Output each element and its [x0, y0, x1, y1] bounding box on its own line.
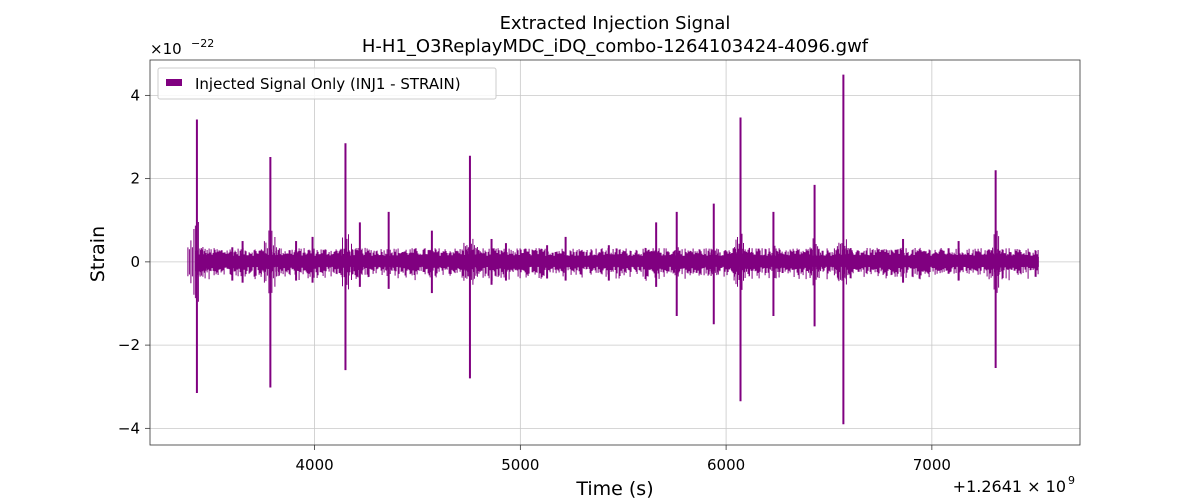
x-tick-label: 4000: [296, 456, 334, 474]
plot-frame: [149, 59, 1081, 446]
injection-ringdown: [893, 257, 919, 267]
y-tick-label: −4: [118, 419, 140, 437]
injection-ringdown: [422, 254, 448, 270]
injection-ringdown: [187, 222, 213, 302]
y-scale-factor: ×10 −22: [150, 37, 214, 58]
series-injected-signal: [187, 74, 1039, 425]
x-offset-exponent: 9: [1068, 474, 1075, 487]
x-offset-label: +1.2641 × 10: [953, 477, 1066, 496]
legend-box: [157, 67, 497, 100]
x-tick-label: 7000: [913, 456, 951, 474]
y-tick-label: 0: [130, 253, 140, 271]
y-scale-label: ×10: [150, 40, 182, 58]
injection-ringdown: [763, 245, 789, 278]
injection-ringdown: [731, 233, 756, 290]
injection-ringdown: [805, 238, 831, 286]
injection-ringdown: [704, 248, 730, 276]
injection-ringdown: [949, 257, 975, 266]
y-axis-label: Strain: [87, 226, 109, 282]
injection-ringdown: [833, 239, 859, 285]
x-axis-label: Time (s): [575, 478, 653, 500]
injection-ringdown: [233, 256, 259, 268]
y-tick-label: 4: [130, 86, 140, 104]
legend-label: Injected Signal Only (INJ1 - STRAIN): [195, 75, 461, 93]
injection-ringdown: [986, 230, 1012, 293]
y-tick-label: 2: [130, 170, 140, 188]
injection-ringdown: [350, 249, 376, 274]
injection-ringdown: [379, 249, 405, 274]
injection-ringdown: [667, 247, 693, 277]
x-tick-label: 5000: [501, 456, 539, 474]
injection-ringdown: [496, 257, 522, 267]
injection-ringdown: [460, 238, 486, 285]
injection-ringdown: [303, 257, 328, 267]
injection-ringdown: [556, 256, 582, 267]
legend-swatch: [166, 79, 182, 86]
x-axis-ticks: 4000 5000 6000 7000: [296, 445, 951, 474]
y-scale-exponent: −22: [191, 37, 214, 50]
chart-title: Extracted Injection Signal: [500, 13, 731, 34]
y-tick-label: −2: [118, 336, 140, 354]
noise-trace: [195, 247, 1039, 281]
injection-ringdown: [599, 256, 625, 267]
x-tick-label: 6000: [707, 456, 745, 474]
y-axis-ticks: −4 −2 0 2 4: [118, 86, 150, 437]
chart-subtitle: H-H1_O3ReplayMDC_iDQ_combo-1264103424-40…: [362, 36, 869, 57]
injection-ringdown: [260, 230, 286, 294]
x-offset: +1.2641 × 10 9: [953, 474, 1075, 496]
legend: Injected Signal Only (INJ1 - STRAIN): [157, 67, 497, 100]
